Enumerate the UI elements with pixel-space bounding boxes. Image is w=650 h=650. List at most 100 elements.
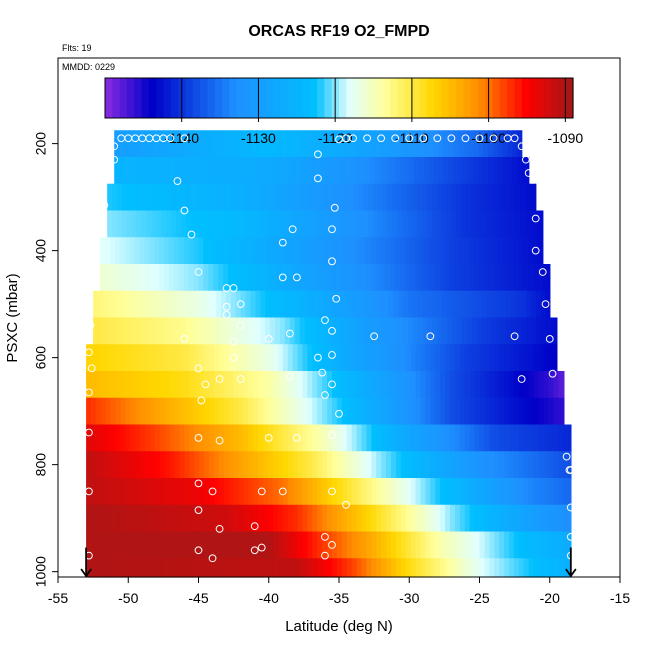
profile-cell	[488, 263, 495, 292]
profile-cell	[86, 344, 92, 372]
sample-point	[278, 487, 287, 496]
profile-cell	[410, 344, 417, 372]
profile-cell	[425, 424, 432, 452]
profile-cell	[533, 397, 540, 426]
profile-cell	[180, 210, 187, 238]
profile-cell	[243, 531, 250, 559]
profile-cell	[481, 317, 488, 345]
profile-cell	[267, 237, 273, 265]
profile-cell	[548, 478, 554, 506]
profile-cell	[479, 371, 486, 399]
profile-cell	[247, 263, 254, 292]
profile-cell	[442, 317, 448, 345]
profile-cell	[346, 531, 353, 559]
profile-cell	[238, 424, 245, 452]
profile-cell	[279, 290, 286, 319]
profile-cell	[523, 263, 529, 292]
profile-cell	[95, 504, 102, 533]
profile-cell	[386, 451, 392, 479]
colorbar-cell	[119, 78, 128, 118]
profile-cell	[135, 344, 141, 372]
profile-cell	[441, 183, 448, 212]
profile-cell	[322, 344, 328, 372]
profile-cell	[392, 183, 399, 212]
profile-cell	[426, 210, 433, 238]
profile-cell	[173, 263, 180, 292]
profile-cell	[381, 478, 387, 506]
profile-cell	[454, 558, 461, 578]
profile-cell	[506, 317, 512, 345]
profile-cell	[543, 504, 550, 533]
profile-cell	[404, 156, 410, 185]
profile-cell	[516, 290, 522, 319]
profile-cell	[169, 478, 176, 506]
profile-cell	[317, 344, 323, 372]
profile-cell	[336, 531, 343, 559]
profile-cell	[258, 478, 264, 506]
profile-cell	[132, 317, 139, 345]
profile-cell	[257, 263, 264, 292]
profile-cell	[425, 451, 432, 479]
profile-cell	[523, 344, 530, 372]
profile-cell	[277, 478, 284, 506]
profile-cell	[272, 504, 279, 533]
sample-point	[566, 503, 575, 512]
profile-cell	[425, 504, 432, 533]
profile-cell	[188, 237, 195, 265]
profile-cell	[268, 478, 274, 506]
profile-cell	[373, 317, 380, 345]
profile-cell	[346, 504, 353, 533]
profile-cell	[533, 478, 540, 506]
profile-cell	[548, 397, 554, 426]
profile-cell	[555, 317, 558, 345]
profile-cell	[329, 317, 335, 345]
profile-cell	[268, 558, 274, 578]
profile-cell	[193, 237, 200, 265]
profile-cell	[453, 156, 460, 185]
profile-cell	[134, 237, 141, 265]
profile-cell	[110, 451, 117, 479]
profile-cell	[376, 504, 382, 533]
profile-cell	[164, 478, 171, 506]
profile-cell	[323, 210, 330, 238]
profile-cell	[110, 558, 117, 578]
profile-cell	[154, 344, 161, 372]
profile-cell	[154, 558, 161, 578]
profile-cell	[357, 210, 364, 238]
profile-cell	[479, 424, 486, 452]
profile-cell	[336, 344, 343, 372]
sample-point	[85, 487, 93, 496]
profile-cell	[356, 531, 363, 559]
profile-cell	[105, 478, 112, 506]
profile-cell	[346, 237, 352, 265]
profile-cell	[449, 451, 456, 479]
sample-point	[328, 380, 336, 389]
profile-cell	[171, 210, 177, 238]
profile-cell	[317, 531, 323, 559]
profile-cell	[454, 371, 461, 399]
profile-cell	[516, 317, 522, 345]
profile-cell	[474, 397, 481, 426]
profile-cell	[504, 424, 510, 452]
profile-cell	[171, 317, 178, 345]
profile-cell	[528, 451, 535, 479]
profile-cell	[497, 156, 504, 185]
x-tick-label: -50	[118, 590, 138, 606]
profile-cell	[178, 130, 184, 158]
profile-cell	[484, 371, 491, 399]
profile-cell	[161, 183, 167, 212]
profile-cell	[336, 558, 343, 578]
profile-cell	[340, 130, 347, 158]
profile-cell	[461, 290, 468, 319]
colorbar-cell	[141, 78, 150, 118]
profile-cell	[306, 237, 313, 265]
profile-cell	[327, 451, 333, 479]
sample-point	[541, 300, 550, 309]
sample-point	[545, 335, 554, 343]
profile-cell	[518, 478, 525, 506]
profile-cell	[523, 558, 530, 578]
profile-cell	[343, 290, 350, 319]
x-tick-label: -55	[48, 590, 68, 606]
profile-cell	[479, 531, 486, 559]
profile-cell	[204, 478, 210, 506]
